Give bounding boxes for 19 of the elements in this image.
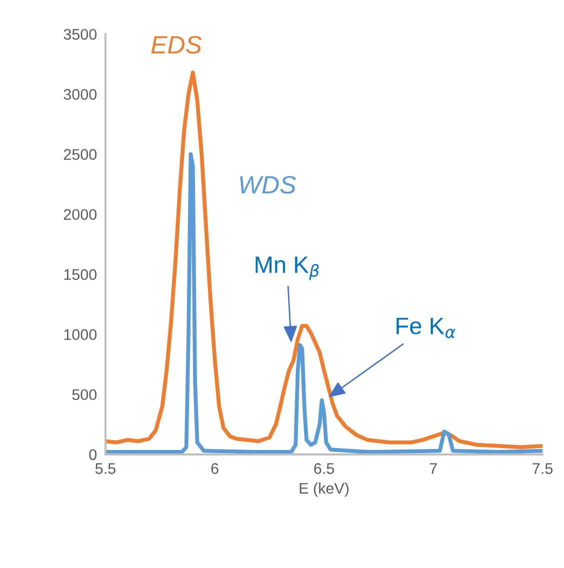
y-tick-label: 500 xyxy=(72,389,97,400)
x-tick-label: 7.5 xyxy=(532,463,553,474)
annotation: Fe K$_{α}$ xyxy=(396,318,456,338)
x-axis-title: E (keV) xyxy=(300,482,349,497)
y-tick-label: 3500 xyxy=(64,28,97,40)
x-tick-label: 6.5 xyxy=(314,463,334,474)
y-tick-label: 1500 xyxy=(64,269,97,280)
x-tick-label: 6 xyxy=(211,463,218,474)
y-tick-label: 2000 xyxy=(64,209,97,220)
annotation: Mn K$_{β}$ xyxy=(256,256,319,280)
y-tick-label: 3000 xyxy=(64,88,97,100)
line-series xyxy=(105,70,543,450)
y-tick-label: 0 xyxy=(89,449,97,460)
series-label: EDS xyxy=(151,36,202,54)
x-tick-label: 5.5 xyxy=(95,463,116,474)
x-tick-label: 7 xyxy=(430,463,437,474)
series-label: WDS xyxy=(240,176,296,194)
y-tick-label: 2500 xyxy=(64,149,97,160)
y-tick-label: 1000 xyxy=(64,329,97,340)
